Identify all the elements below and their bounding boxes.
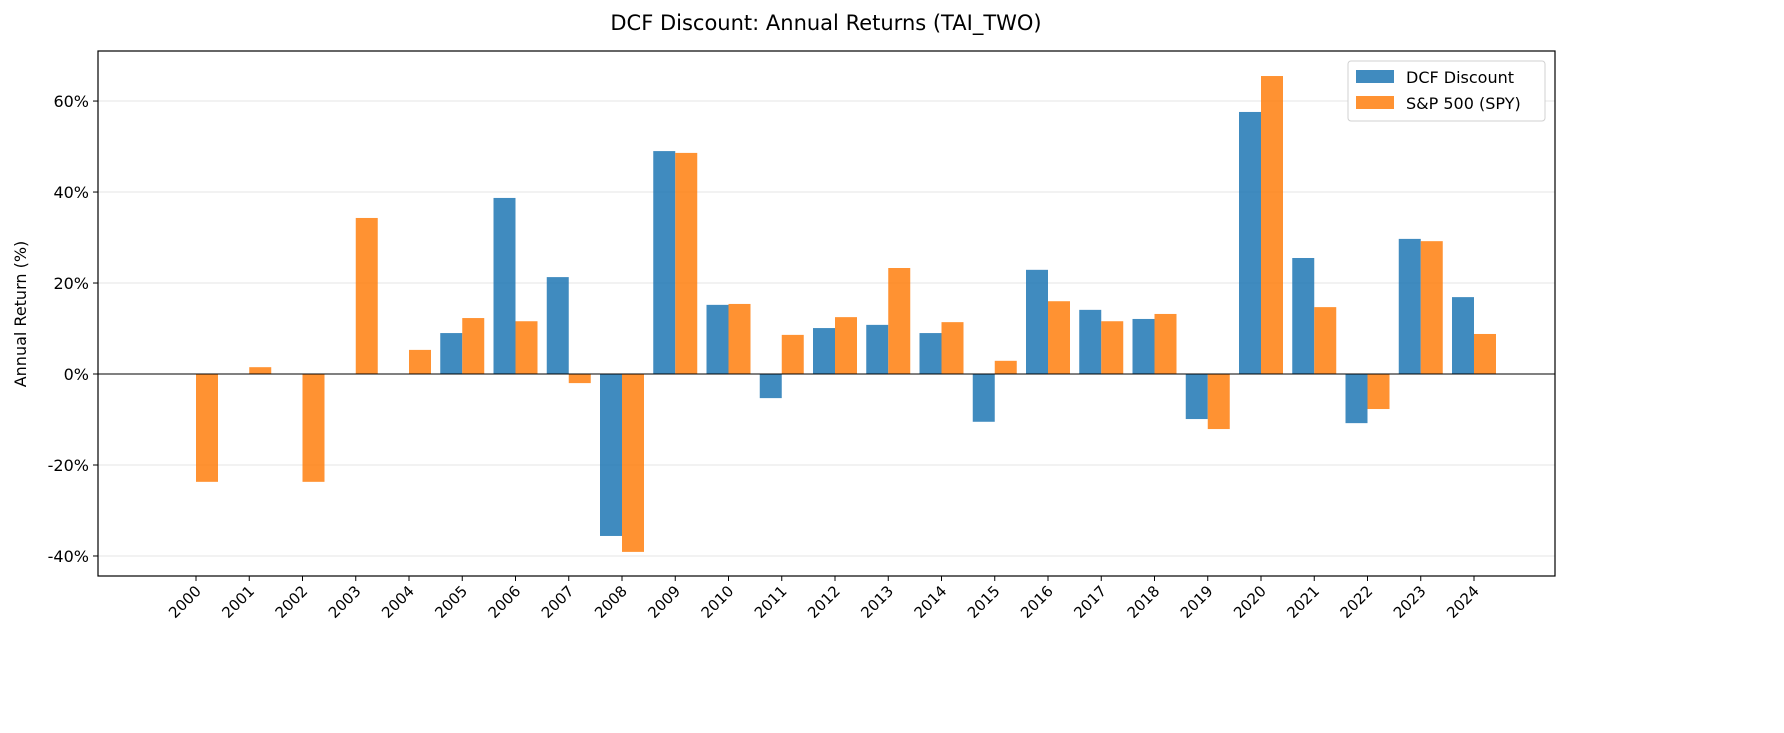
bar-dcf-2020 [1239,111,1261,375]
y-tick-label: 20% [53,274,89,293]
bar-spy-2023 [1420,241,1443,375]
bar-dcf-2010 [706,304,729,375]
x-tick-label: 2006 [485,582,525,622]
bar-spy-2012 [835,317,857,375]
legend-label: S&P 500 (SPY) [1406,94,1521,113]
bar-dcf-2023 [1398,238,1421,375]
bar-spy-2014 [941,322,964,375]
y-tick-label: -40% [48,547,89,566]
bar-spy-2015 [994,360,1017,375]
x-tick-label: 2002 [272,582,312,622]
y-tick-label: 40% [53,183,89,202]
bar-spy-2017 [1101,321,1124,375]
bar-dcf-2019 [1185,374,1208,420]
legend: DCF Discount S&P 500 (SPY) [1347,60,1546,122]
bar-dcf-2005 [440,333,463,375]
x-tick-label: 2021 [1283,582,1323,622]
bar-dcf-2008 [600,374,622,536]
bar-dcf-2011 [759,374,782,399]
x-tick-label: 2019 [1177,582,1217,622]
bar-spy-2002 [302,374,325,482]
x-tick-label: 2012 [804,582,844,622]
x-tick-label: 2009 [644,582,684,622]
bar-spy-2020 [1261,76,1283,375]
bar-spy-2022 [1367,374,1390,410]
bar-dcf-2015 [972,374,995,422]
x-tick-label: 2018 [1124,582,1164,622]
y-tick-label: 60% [53,92,89,111]
x-tick-label: 2020 [1230,582,1270,622]
legend-swatch [1356,96,1394,109]
y-tick-label: -20% [48,456,89,475]
bar-spy-2016 [1048,301,1070,375]
bar-dcf-2006 [493,197,516,375]
bar-dcf-2024 [1452,297,1474,375]
bar-dcf-2014 [919,333,942,375]
bar-spy-2004 [409,349,431,375]
x-tick-label: 2013 [857,582,897,622]
bar-spy-2007 [568,374,591,384]
y-axis-label: Annual Return (%) [11,241,30,388]
bar-spy-2005 [462,318,485,375]
bar-spy-2024 [1474,333,1496,375]
y-tick-label: 0% [64,365,89,384]
x-tick-label: 2004 [378,582,418,622]
bar-spy-2018 [1154,313,1177,375]
x-tick-label: 2001 [218,582,258,622]
legend-box [1347,60,1546,122]
legend-label: DCF Discount [1406,68,1514,87]
x-tick-label: 2008 [591,582,631,622]
bar-dcf-2009 [653,151,676,375]
bar-spy-2019 [1207,374,1230,430]
bar-spy-2006 [515,321,538,375]
chart-title: DCF Discount: Annual Returns (TAI_TWO) [610,11,1041,36]
x-tick-label: 2022 [1337,582,1377,622]
bar-dcf-2016 [1026,269,1048,375]
bar-spy-2011 [781,334,804,375]
x-tick-label: 2015 [964,582,1004,622]
bar-dcf-2021 [1292,257,1315,375]
x-tick-label: 2000 [165,582,205,622]
bar-dcf-2007 [546,277,569,375]
legend-swatch [1356,70,1394,83]
bar-spy-2021 [1314,307,1337,375]
bar-spy-2003 [355,217,378,375]
x-tick-label: 2003 [325,582,365,622]
bar-dcf-2017 [1079,309,1102,375]
x-tick-label: 2024 [1443,582,1483,622]
bar-dcf-2013 [866,324,889,375]
x-tick-label: 2014 [911,582,951,622]
bar-spy-2010 [728,303,751,375]
bar-spy-2001 [249,367,272,375]
bar-spy-2008 [622,374,644,552]
bar-dcf-2022 [1345,374,1368,424]
x-tick-label: 2023 [1390,582,1430,622]
bar-spy-2009 [675,152,698,375]
x-tick-label: 2017 [1070,582,1110,622]
x-tick-label: 2007 [538,582,578,622]
bar-dcf-2018 [1132,318,1155,375]
bar-spy-2000 [196,374,218,482]
plot-frame [97,50,1556,577]
x-tick-label: 2010 [698,582,738,622]
x-tick-label: 2011 [751,582,791,622]
x-tick-label: 2005 [431,582,471,622]
bar-dcf-2012 [813,328,835,375]
bar-spy-2013 [888,268,911,375]
x-tick-label: 2016 [1017,582,1057,622]
